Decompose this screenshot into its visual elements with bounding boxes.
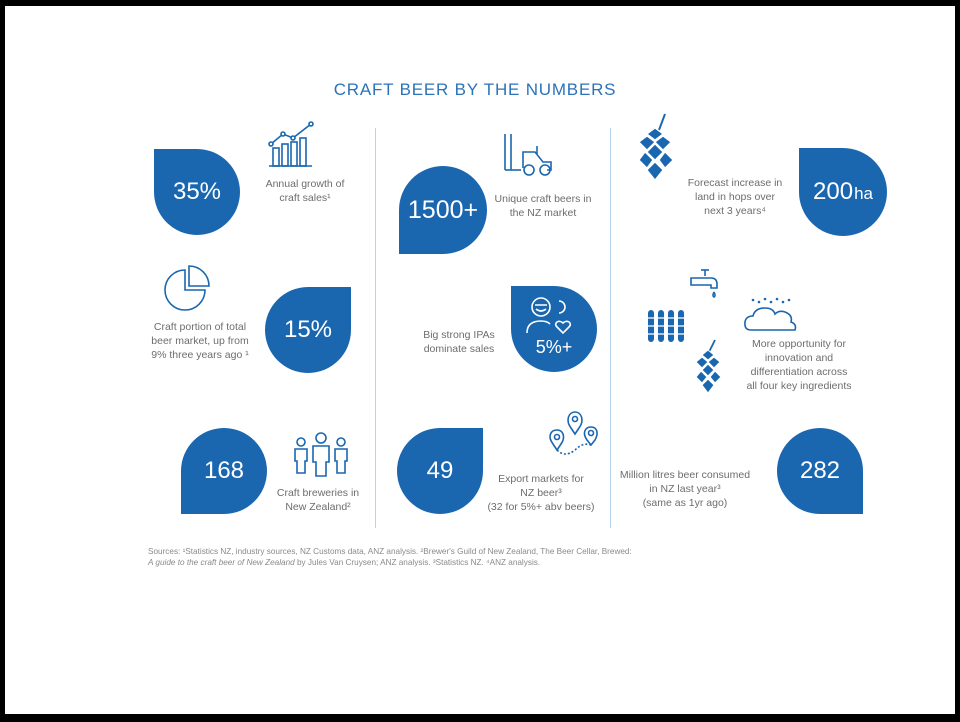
stat-desc-ingredients: More opportunity for innovation and diff… xyxy=(746,338,852,392)
hop-icon-small xyxy=(693,338,723,394)
stat-desc-export: Export markets for NZ beer³ (32 for 5%+ … xyxy=(487,473,595,513)
stat-badge-market-share: 15% xyxy=(265,287,351,373)
stat-desc-unique-beers: Unique craft beers in the NZ market xyxy=(494,193,592,219)
wheat-icon xyxy=(646,308,686,344)
stat-desc-market-share: Craft portion of total beer market, up f… xyxy=(151,321,249,361)
tap-icon xyxy=(689,268,725,302)
stat-desc-growth: Annual growth of craft sales¹ xyxy=(265,178,345,204)
stat-badge-ipas: 5%+ xyxy=(511,286,597,372)
stat-value-litres: 282 xyxy=(799,457,841,484)
stat-badge-litres: 282 xyxy=(777,428,863,514)
stat-value-export: 49 xyxy=(426,457,454,484)
stat-badge-hops: 200 ha xyxy=(799,148,887,236)
stat-value-breweries: 168 xyxy=(203,457,245,484)
stat-desc-hops: Forecast increase in land in hops over n… xyxy=(687,177,783,217)
page-title: CRAFT BEER BY THE NUMBERS xyxy=(333,80,617,99)
forklift-icon xyxy=(499,130,557,180)
sources-footnote: Sources: ¹Statistics NZ, industry source… xyxy=(148,546,788,568)
stat-desc-breweries: Craft breweries in New Zealand² xyxy=(276,487,360,513)
pie-chart-icon xyxy=(161,262,213,314)
stat-value-unique-beers: 1500+ xyxy=(407,195,479,224)
bar-chart-growth-icon xyxy=(267,120,317,170)
stat-badge-export: 49 xyxy=(397,428,483,514)
stat-badge-growth: 35% xyxy=(154,149,240,235)
stat-unit-hops: ha xyxy=(854,184,873,203)
stat-value-growth: 35% xyxy=(172,178,222,205)
column-divider-right xyxy=(610,128,611,528)
stat-badge-unique-beers: 1500+ xyxy=(399,166,487,254)
column-divider-left xyxy=(375,128,376,528)
stat-desc-ipas: Big strong IPAs dominate sales xyxy=(423,329,495,355)
hop-icon xyxy=(635,112,677,194)
map-pins-icon xyxy=(545,408,601,462)
stat-value-hops: 200 xyxy=(813,178,854,205)
stat-value-market-share: 15% xyxy=(283,316,333,343)
sources-line-2: A guide to the craft beer of New Zealand… xyxy=(148,558,541,567)
stat-value-ipas: 5%+ xyxy=(535,337,573,357)
people-group-icon xyxy=(291,430,351,480)
stat-badge-breweries: 168 xyxy=(181,428,267,514)
sources-line-1: Sources: ¹Statistics NZ, industry source… xyxy=(148,547,632,556)
person-heart-icon xyxy=(523,293,579,335)
yeast-cloud-icon xyxy=(743,296,799,336)
stat-desc-litres: Million litres beer consumed in NZ last … xyxy=(619,469,751,509)
infographic-slide: CRAFT BEER BY THE NUMBERS 35% Annual gro… xyxy=(5,6,955,714)
